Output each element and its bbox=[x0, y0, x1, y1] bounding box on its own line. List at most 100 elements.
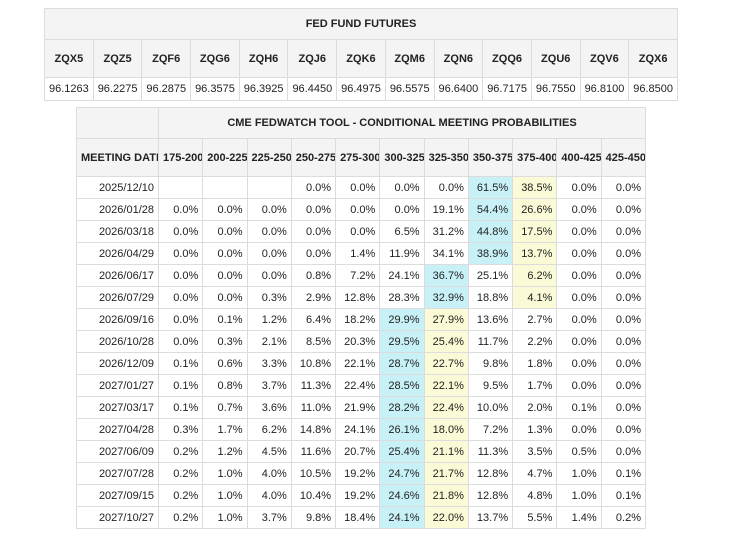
column-header: ZQX6 bbox=[628, 39, 678, 78]
probability-cell: 0.0% bbox=[335, 220, 381, 243]
probability-cell: 28.7% bbox=[379, 352, 425, 375]
probability-cell: 0.0% bbox=[556, 198, 602, 221]
probability-cell: 4.8% bbox=[512, 484, 558, 507]
probability-cell: 0.0% bbox=[600, 418, 647, 441]
probability-cell: 38.5% bbox=[512, 176, 558, 199]
range-header: 325-350 bbox=[423, 138, 469, 177]
probability-cell: 22.4% bbox=[423, 396, 469, 419]
price-cell: 96.4450 bbox=[287, 77, 338, 101]
probability-cell: 0.0% bbox=[157, 308, 204, 331]
probability-cell: 9.5% bbox=[467, 374, 514, 397]
probability-cell: 6.5% bbox=[379, 220, 425, 243]
probability-cell: 19.2% bbox=[335, 462, 381, 485]
probability-cell: 0.0% bbox=[157, 220, 204, 243]
column-header: ZQM6 bbox=[384, 39, 435, 78]
probability-cell: 13.7% bbox=[467, 506, 514, 529]
probability-cell: 0.2% bbox=[157, 440, 204, 463]
probability-cell: 0.3% bbox=[246, 286, 292, 309]
probability-cell: 1.3% bbox=[512, 418, 558, 441]
probability-cell: 0.0% bbox=[202, 242, 248, 265]
column-header: ZQF6 bbox=[141, 39, 192, 78]
probability-cell: 11.3% bbox=[467, 440, 514, 463]
probability-cell: 26.6% bbox=[512, 198, 558, 221]
probability-cell: 3.5% bbox=[512, 440, 558, 463]
probability-cell: 7.2% bbox=[467, 418, 514, 441]
probability-cell: 0.1% bbox=[157, 374, 204, 397]
meeting-row: 2027/10/27 0.2% 1.0% 3.7% 9.8% 18.4% 24.1% 22.0… bbox=[76, 506, 647, 529]
probability-cell: 0.0% bbox=[600, 286, 647, 309]
probability-cell: 0.0% bbox=[556, 264, 602, 287]
meeting-row: 2026/03/18 0.0% 0.0% 0.0% 0.0% 0.0% 6.5% 31.2% 4… bbox=[76, 220, 647, 243]
probability-cell: 1.2% bbox=[202, 440, 248, 463]
probability-cell: 10.8% bbox=[290, 352, 337, 375]
range-header: 250-275 bbox=[290, 138, 337, 177]
probability-cell: 2.2% bbox=[512, 330, 558, 353]
meeting-date: 2026/07/29 bbox=[76, 286, 159, 309]
meeting-date: 2026/06/17 bbox=[76, 264, 159, 287]
range-header: 275-300 bbox=[335, 138, 381, 177]
range-header: 375-400 bbox=[512, 138, 558, 177]
probability-cell: 0.0% bbox=[556, 308, 602, 331]
column-header: ZQN6 bbox=[433, 39, 484, 78]
column-header: ZQG6 bbox=[190, 39, 240, 78]
probability-cell: 20.3% bbox=[335, 330, 381, 353]
probability-cell: 18.2% bbox=[335, 308, 381, 331]
probability-cell: 11.6% bbox=[290, 440, 337, 463]
price-cell: 96.5575 bbox=[384, 77, 435, 101]
probability-cell: 3.3% bbox=[246, 352, 292, 375]
probability-cell: 22.7% bbox=[423, 352, 469, 375]
probability-cell: 0.0% bbox=[202, 220, 248, 243]
column-header: ZQZ5 bbox=[92, 39, 143, 78]
probability-cell: 0.3% bbox=[157, 418, 204, 441]
probability-cell: 4.7% bbox=[512, 462, 558, 485]
probability-cell: 7.2% bbox=[335, 264, 381, 287]
range-header: 400-425 bbox=[556, 138, 602, 177]
probability-cell: 0.0% bbox=[423, 176, 469, 199]
probability-cell: 4.5% bbox=[246, 440, 292, 463]
meeting-date: 2027/07/28 bbox=[76, 462, 159, 485]
probability-cell: 0.0% bbox=[600, 396, 647, 419]
probability-cell: 0.0% bbox=[246, 242, 292, 265]
probability-cell: 0.8% bbox=[290, 264, 337, 287]
price-cell: 96.7550 bbox=[530, 77, 581, 101]
probability-cell: 14.8% bbox=[290, 418, 337, 441]
column-header: ZQV6 bbox=[579, 39, 630, 78]
probability-cell: 11.7% bbox=[467, 330, 514, 353]
probability-cell: 54.4% bbox=[467, 198, 514, 221]
probability-cell: 0.0% bbox=[335, 198, 381, 221]
probability-cell: 0.1% bbox=[157, 352, 204, 375]
fedwatch-table: CME FEDWATCH TOOL - CONDITIONAL MEETING … bbox=[76, 107, 647, 529]
probability-cell: 26.1% bbox=[379, 418, 425, 441]
probability-cell: 1.0% bbox=[202, 462, 248, 485]
probability-cell: 0.0% bbox=[556, 176, 602, 199]
probability-cell: 21.8% bbox=[423, 484, 469, 507]
probability-cell: 0.7% bbox=[202, 396, 248, 419]
probability-cell: 0.0% bbox=[600, 220, 647, 243]
probability-cell: 0.0% bbox=[290, 176, 337, 199]
probability-cell: 29.9% bbox=[379, 308, 425, 331]
probability-cell: 0.1% bbox=[556, 396, 602, 419]
column-header: ZQJ6 bbox=[287, 39, 338, 78]
meeting-date: 2026/12/09 bbox=[76, 352, 159, 375]
probability-cell: 0.0% bbox=[157, 286, 204, 309]
probability-cell: 0.0% bbox=[379, 176, 425, 199]
probability-cell: 22.4% bbox=[335, 374, 381, 397]
probability-cell: 0.0% bbox=[202, 286, 248, 309]
probability-cell: 4.0% bbox=[246, 462, 292, 485]
meeting-date: 2026/10/28 bbox=[76, 330, 159, 353]
probability-cell: 10.5% bbox=[290, 462, 337, 485]
probability-cell: 1.7% bbox=[202, 418, 248, 441]
meeting-row: 2026/04/29 0.0% 0.0% 0.0% 0.0% 1.4% 11.9% 34.1%… bbox=[76, 242, 647, 265]
probability-cell: 0.0% bbox=[600, 242, 647, 265]
probability-cell: 4.1% bbox=[512, 286, 558, 309]
meeting-row: 2026/01/28 0.0% 0.0% 0.0% 0.0% 0.0% 0.0% 19.1% 5… bbox=[76, 198, 647, 221]
column-header: ZQQ6 bbox=[482, 39, 532, 78]
probability-cell: 0.5% bbox=[556, 440, 602, 463]
probability-cell: 0.2% bbox=[600, 506, 647, 529]
range-header: 350-375 bbox=[467, 138, 514, 177]
probability-cell: 0.8% bbox=[202, 374, 248, 397]
probability-cell: 0.0% bbox=[556, 242, 602, 265]
probability-cell: 0.3% bbox=[202, 330, 248, 353]
probability-cell: 0.0% bbox=[556, 374, 602, 397]
title-row: CME FEDWATCH TOOL - CONDITIONAL MEETING … bbox=[76, 107, 646, 139]
